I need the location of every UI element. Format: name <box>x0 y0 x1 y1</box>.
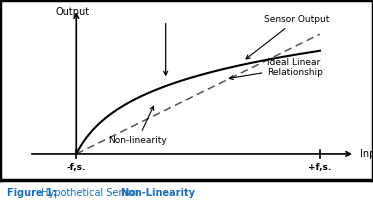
Text: -f,s.: -f,s. <box>67 163 86 172</box>
Text: Hypothetical Sensor: Hypothetical Sensor <box>38 188 143 198</box>
Text: Figure 1:: Figure 1: <box>7 188 57 198</box>
Text: Output: Output <box>56 7 90 17</box>
Text: +f,s.: +f,s. <box>308 163 332 172</box>
Text: Non-linearity: Non-linearity <box>108 106 167 145</box>
Text: Ideal Linear
Relationship: Ideal Linear Relationship <box>229 58 323 80</box>
Text: Sensor Output: Sensor Output <box>246 15 329 59</box>
Text: Input: Input <box>360 149 373 159</box>
Text: Non-Linearity: Non-Linearity <box>120 188 195 198</box>
